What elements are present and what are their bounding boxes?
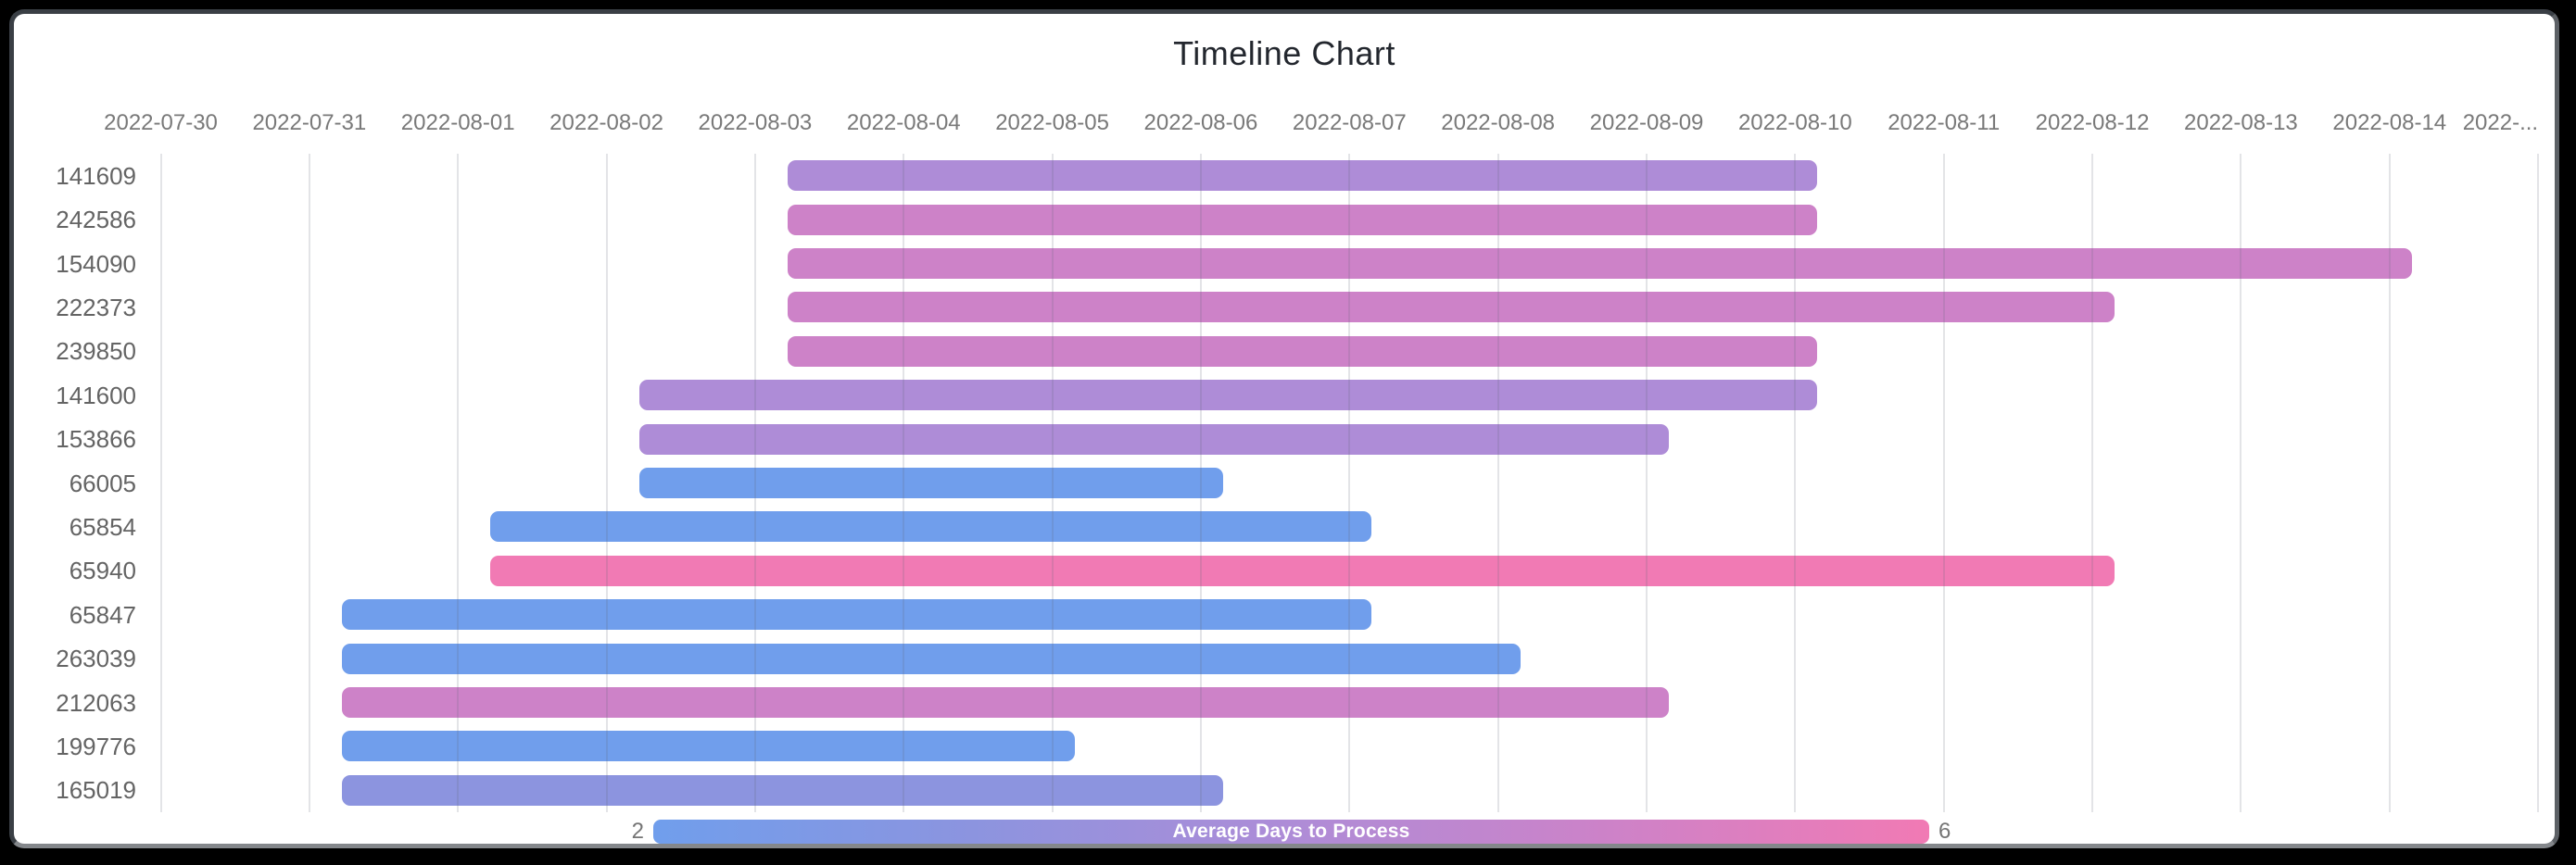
timeline-bar [342,774,1223,806]
gridline [308,154,310,812]
timeline-chart-card: Timeline Chart 2022-07-30 2022-07-31 2022-… [9,9,2559,848]
x-axis-label: 2022-08-12 [2035,110,2150,135]
y-axis-label: 65854 [69,512,136,541]
y-axis-label: 66005 [69,469,136,497]
timeline-bar [788,335,1818,367]
y-axis-label: 263039 [56,645,136,673]
y-axis-label: 141609 [56,161,136,190]
timeline-bar [788,292,2115,323]
y-axis-label: 199776 [56,732,136,760]
x-axis-label: 2022-08-13 [2184,110,2298,135]
gridline [2537,154,2540,812]
y-axis-label: 212063 [56,688,136,717]
x-axis-label: 2022-07-31 [252,110,367,135]
gridline [2240,154,2242,812]
chart-title: Timeline Chart [1173,34,1395,72]
timeline-bar [788,160,1818,192]
legend-min-label: 2 [631,819,644,844]
timeline-bar [342,731,1075,762]
legend-gradient-bar: Average Days to Process [653,820,1929,844]
y-axis-label: 65940 [69,557,136,585]
legend-title: Average Days to Process [1172,821,1410,842]
x-axis-label: 2022-08-01 [400,110,515,135]
gridline [1646,154,1648,812]
gridline [753,154,756,812]
x-axis-label: 2022-07-30 [104,110,218,135]
gridline [903,154,905,812]
gridline [2388,154,2391,812]
gridline [1348,154,1351,812]
y-axis-label: 165019 [56,776,136,805]
x-axis-label: 2022-... [2462,110,2539,135]
gridline [2091,154,2094,812]
x-axis-label: 2022-08-14 [2332,110,2447,135]
x-axis-label: 2022-08-06 [1143,110,1258,135]
timeline-bar [638,468,1223,498]
y-axis-label: 141600 [56,381,136,409]
timeline-bar [788,204,1818,235]
timeline-bar [490,555,2115,586]
y-axis-label: 242586 [56,206,136,234]
timeline-bar [490,511,1372,543]
gridline [457,154,460,812]
gridline [1942,154,1945,812]
gridline [159,154,162,812]
x-axis-label: 2022-08-08 [1441,110,1556,135]
x-axis-label: 2022-08-04 [846,110,961,135]
y-axis-label: 222373 [56,293,136,321]
legend: 2 Average Days to Process 6 [14,819,2555,844]
x-axis-label: 2022-08-11 [1888,110,2001,135]
chart-area: Timeline Chart 2022-07-30 2022-07-31 2022-… [14,14,2555,844]
y-axis-label: 153866 [56,425,136,454]
timeline-bar [342,687,1670,718]
x-axis-label: 2022-08-10 [1737,110,1852,135]
timeline-bar [342,599,1372,631]
timeline-bar [342,643,1521,674]
x-axis-label: 2022-08-05 [995,110,1109,135]
legend-max-label: 6 [1938,819,1951,844]
y-axis-label: 239850 [56,337,136,366]
gridline [1794,154,1797,812]
timeline-bar [638,380,1818,411]
x-axis-label: 2022-08-07 [1292,110,1407,135]
gridline [1496,154,1499,812]
y-axis-label: 154090 [56,249,136,278]
gridline [1199,154,1202,812]
gridline [605,154,608,812]
timeline-bar [788,248,2412,279]
gridline [1051,154,1054,812]
x-axis-label: 2022-08-02 [549,110,663,135]
y-axis-label: 65847 [69,600,136,629]
timeline-bar [638,423,1670,455]
x-axis-label: 2022-08-03 [698,110,813,135]
x-axis-label: 2022-08-09 [1589,110,1704,135]
